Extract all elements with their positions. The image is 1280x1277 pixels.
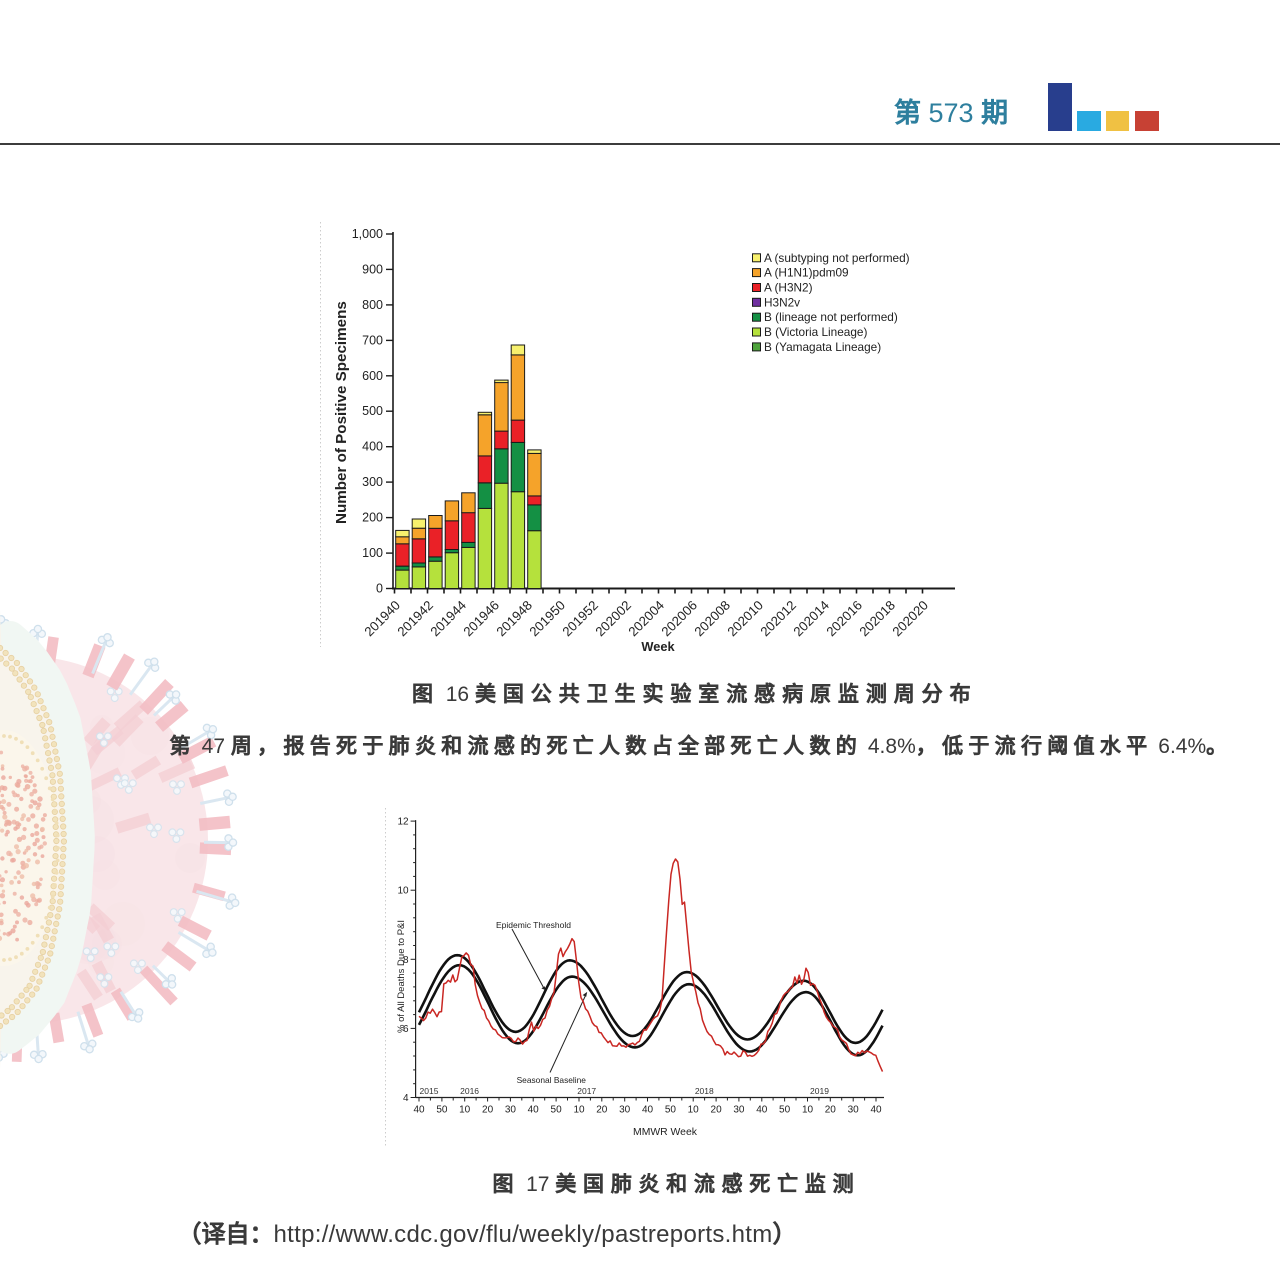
svg-text:50: 50 xyxy=(551,1105,563,1116)
svg-text:2017: 2017 xyxy=(577,1086,596,1096)
svg-text:30: 30 xyxy=(733,1105,745,1116)
svg-text:20: 20 xyxy=(596,1105,608,1116)
svg-text:50: 50 xyxy=(779,1105,791,1116)
svg-text:12: 12 xyxy=(397,817,409,828)
svg-text:300: 300 xyxy=(362,475,383,489)
svg-text:20: 20 xyxy=(711,1105,723,1116)
svg-text:2015: 2015 xyxy=(420,1086,439,1096)
svg-text:202004: 202004 xyxy=(625,598,667,640)
svg-text:% of All Deaths Due to P&I: % of All Deaths Due to P&I xyxy=(396,920,407,1033)
svg-text:8: 8 xyxy=(403,955,409,966)
svg-text:400: 400 xyxy=(362,440,383,454)
svg-text:10: 10 xyxy=(688,1105,700,1116)
svg-text:202018: 202018 xyxy=(856,598,898,640)
svg-text:1,000: 1,000 xyxy=(352,227,383,241)
svg-text:A (H3N2): A (H3N2) xyxy=(764,281,813,295)
svg-text:30: 30 xyxy=(619,1105,631,1116)
svg-text:H3N2v: H3N2v xyxy=(764,295,800,309)
svg-text:Epidemic Threshold: Epidemic Threshold xyxy=(496,920,571,930)
svg-text:202010: 202010 xyxy=(724,598,766,640)
svg-text:900: 900 xyxy=(362,262,383,276)
svg-text:600: 600 xyxy=(362,369,383,383)
svg-text:201952: 201952 xyxy=(559,598,601,640)
svg-text:202006: 202006 xyxy=(658,598,700,640)
svg-text:2018: 2018 xyxy=(695,1086,714,1096)
svg-text:500: 500 xyxy=(362,404,383,418)
svg-text:0: 0 xyxy=(376,582,383,596)
svg-text:30: 30 xyxy=(505,1105,517,1116)
svg-text:6: 6 xyxy=(403,1024,409,1035)
svg-text:201946: 201946 xyxy=(460,598,502,640)
svg-text:10: 10 xyxy=(573,1105,585,1116)
svg-text:B (lineage not performed): B (lineage not performed) xyxy=(764,310,898,324)
svg-text:50: 50 xyxy=(436,1105,448,1116)
svg-text:201944: 201944 xyxy=(427,598,469,640)
svg-text:A (subtyping not performed): A (subtyping not performed) xyxy=(764,251,910,265)
svg-text:20: 20 xyxy=(482,1105,494,1116)
svg-text:B (Yamagata Lineage): B (Yamagata Lineage) xyxy=(764,340,881,354)
svg-text:202014: 202014 xyxy=(790,598,832,640)
svg-text:10: 10 xyxy=(802,1105,814,1116)
svg-text:40: 40 xyxy=(642,1105,654,1116)
svg-text:10: 10 xyxy=(459,1105,471,1116)
svg-text:40: 40 xyxy=(870,1105,882,1116)
svg-text:Week: Week xyxy=(641,639,675,654)
svg-text:10: 10 xyxy=(397,886,409,897)
svg-text:100: 100 xyxy=(362,546,383,560)
svg-text:30: 30 xyxy=(848,1105,860,1116)
svg-text:202016: 202016 xyxy=(823,598,865,640)
svg-text:2019: 2019 xyxy=(810,1086,829,1096)
svg-text:Number of Positive Specimens: Number of Positive Specimens xyxy=(333,301,350,524)
svg-text:700: 700 xyxy=(362,333,383,347)
svg-text:200: 200 xyxy=(362,511,383,525)
svg-text:202008: 202008 xyxy=(691,598,733,640)
svg-text:202012: 202012 xyxy=(757,598,799,640)
svg-text:40: 40 xyxy=(413,1105,425,1116)
svg-text:20: 20 xyxy=(825,1105,837,1116)
svg-text:MMWR Week: MMWR Week xyxy=(633,1127,698,1138)
svg-text:201950: 201950 xyxy=(526,598,568,640)
svg-text:201942: 201942 xyxy=(394,598,436,640)
svg-text:A (H1N1)pdm09: A (H1N1)pdm09 xyxy=(764,266,849,280)
svg-text:2016: 2016 xyxy=(460,1086,479,1096)
svg-text:Seasonal Baseline: Seasonal Baseline xyxy=(517,1075,587,1085)
svg-text:40: 40 xyxy=(528,1105,540,1116)
svg-text:201940: 201940 xyxy=(361,598,403,640)
svg-text:4: 4 xyxy=(403,1093,409,1104)
svg-text:202002: 202002 xyxy=(592,598,634,640)
svg-text:50: 50 xyxy=(665,1105,677,1116)
svg-text:40: 40 xyxy=(756,1105,768,1116)
svg-text:B (Victoria Lineage): B (Victoria Lineage) xyxy=(764,325,867,339)
svg-text:800: 800 xyxy=(362,298,383,312)
svg-text:201948: 201948 xyxy=(493,598,535,640)
svg-text:202020: 202020 xyxy=(889,598,931,640)
